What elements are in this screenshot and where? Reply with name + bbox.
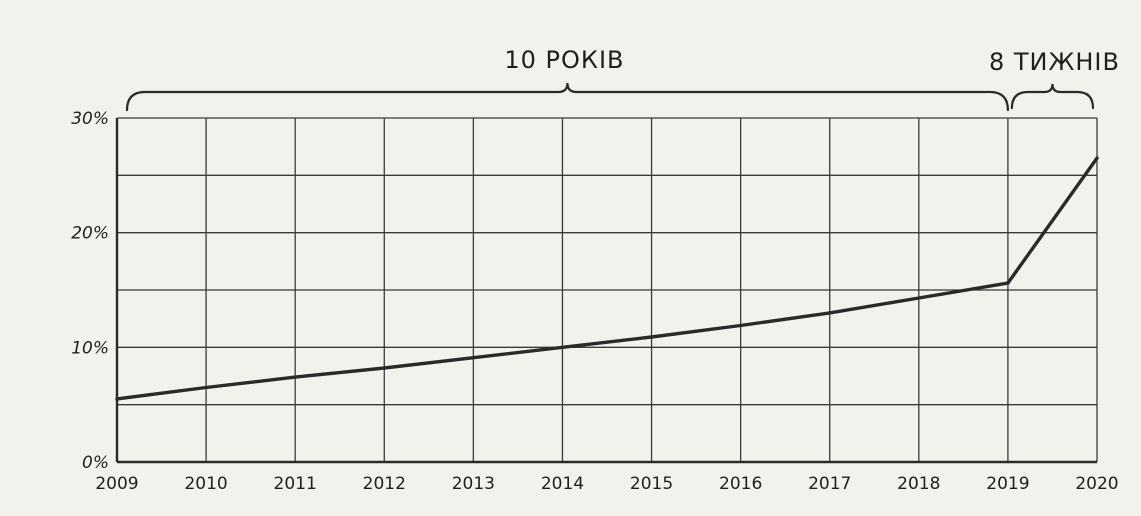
years-bracket-label: 10 РОКІВ bbox=[504, 46, 624, 74]
x-tick-label: 2015 bbox=[630, 474, 673, 494]
x-tick-label: 2011 bbox=[274, 474, 317, 494]
axes bbox=[115, 118, 1097, 464]
x-tick-label: 2017 bbox=[808, 474, 851, 494]
y-tick-label: 20% bbox=[71, 224, 109, 244]
data-point bbox=[828, 311, 832, 315]
grid bbox=[116, 117, 1098, 462]
x-tick-label: 2013 bbox=[452, 474, 495, 494]
y-tick-label: 10% bbox=[71, 338, 109, 358]
series bbox=[115, 156, 1099, 401]
x-tick-label: 2020 bbox=[1075, 474, 1118, 494]
x-tick-label: 2018 bbox=[897, 474, 940, 494]
data-point bbox=[649, 335, 654, 339]
y-tick-label: 30% bbox=[71, 109, 109, 129]
weeks-bracket-label: 8 ТИЖНІВ bbox=[989, 48, 1120, 76]
data-point bbox=[560, 345, 565, 349]
brackets: 10 РОКІВ 8 ТИЖНІВ bbox=[125, 46, 1120, 112]
y-tick-label: 0% bbox=[82, 453, 109, 473]
data-point bbox=[917, 296, 921, 300]
weeks-bracket bbox=[1010, 83, 1095, 110]
x-tick-label: 2019 bbox=[986, 474, 1029, 494]
data-point bbox=[1006, 281, 1010, 285]
x-tick-label: 2010 bbox=[184, 474, 227, 494]
data-point bbox=[293, 375, 297, 379]
x-tick-label: 2014 bbox=[541, 474, 584, 494]
series-line bbox=[115, 156, 1099, 401]
data-point bbox=[739, 323, 743, 328]
data-point bbox=[471, 356, 475, 360]
data-point bbox=[1095, 156, 1099, 160]
data-point bbox=[204, 385, 208, 390]
tick-labels: 0% 10% 20% 30% 2009 2010 2011 2012 2013 2014 2015 2… bbox=[71, 109, 1118, 494]
years-bracket bbox=[125, 82, 1010, 112]
x-tick-label: 2016 bbox=[719, 474, 762, 494]
data-point bbox=[115, 397, 119, 401]
data-point bbox=[382, 366, 386, 370]
x-tick-label: 2009 bbox=[95, 474, 138, 494]
x-tick-label: 2012 bbox=[363, 474, 406, 494]
